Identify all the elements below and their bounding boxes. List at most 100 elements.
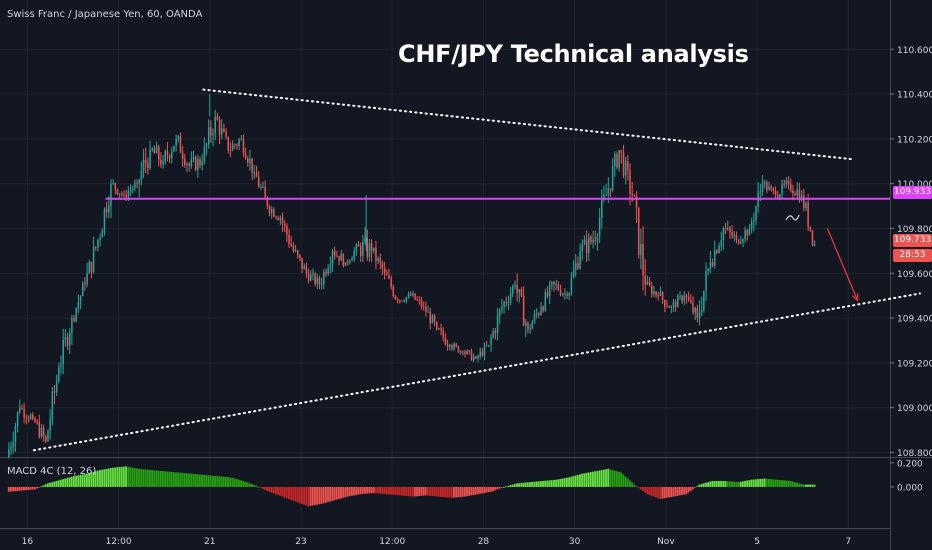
macd-bar bbox=[526, 482, 529, 487]
macd-bar bbox=[151, 470, 154, 487]
candle-body bbox=[401, 300, 403, 302]
macd-bar bbox=[811, 484, 814, 487]
macd-bar bbox=[274, 486, 277, 495]
macd-bar bbox=[509, 485, 512, 487]
macd-bar bbox=[631, 482, 633, 487]
candle-body bbox=[716, 250, 718, 253]
candle-body bbox=[346, 262, 349, 264]
macd-bar bbox=[783, 480, 785, 487]
candle-body bbox=[540, 306, 542, 315]
lower-trendline[interactable] bbox=[32, 292, 921, 452]
candle-body bbox=[470, 350, 473, 361]
candle-body bbox=[779, 194, 781, 199]
candle-body bbox=[405, 297, 408, 302]
macd-bar bbox=[272, 486, 275, 494]
macd-bar bbox=[311, 486, 314, 506]
macd-bar bbox=[707, 482, 709, 487]
candle-body bbox=[379, 258, 382, 263]
candle-body bbox=[36, 421, 38, 423]
candle-body bbox=[570, 277, 573, 294]
price-tick-label: 109.600 bbox=[897, 270, 932, 280]
candle-body bbox=[503, 302, 505, 307]
candle-body bbox=[316, 277, 319, 284]
candle-body bbox=[118, 193, 121, 195]
macd-bar bbox=[531, 481, 534, 487]
macd-bar bbox=[459, 486, 462, 498]
macd-bar bbox=[574, 475, 577, 487]
time-tick-label: 16 bbox=[22, 537, 34, 547]
candle-body bbox=[249, 158, 251, 163]
candle-body bbox=[177, 136, 180, 139]
candle-body bbox=[655, 291, 657, 296]
candle-body bbox=[440, 328, 442, 331]
candle-body bbox=[370, 243, 373, 251]
macd-bar bbox=[166, 471, 169, 487]
macd-bar bbox=[442, 486, 445, 498]
candle-body bbox=[38, 422, 41, 437]
candle-body bbox=[685, 295, 688, 298]
macd-bar bbox=[713, 480, 716, 487]
macd-bar bbox=[185, 473, 188, 487]
macd-bar bbox=[140, 469, 143, 487]
macd-bar bbox=[502, 486, 505, 488]
macd-bar bbox=[27, 486, 30, 490]
macd-bar bbox=[535, 481, 538, 487]
candle-body bbox=[412, 293, 414, 296]
macd-bar bbox=[303, 486, 306, 505]
projection-arrow[interactable] bbox=[826, 228, 859, 302]
macd-bar bbox=[709, 481, 712, 487]
candle-body bbox=[283, 223, 286, 226]
macd-bar bbox=[711, 480, 714, 487]
candle-body bbox=[681, 295, 683, 302]
candle-body bbox=[772, 188, 775, 191]
candle-body bbox=[123, 193, 125, 195]
macd-bar bbox=[644, 486, 646, 493]
price-tick-label: 110.400 bbox=[897, 91, 932, 101]
candle-body bbox=[490, 337, 492, 345]
candle-body bbox=[637, 207, 640, 256]
macd-bar bbox=[120, 466, 123, 487]
macd-bar bbox=[92, 471, 95, 487]
candle-body bbox=[457, 346, 460, 353]
upper-trendline[interactable] bbox=[202, 88, 852, 161]
candle-body bbox=[692, 302, 694, 313]
candle-body bbox=[770, 186, 772, 189]
macd-bar bbox=[168, 471, 171, 487]
candle-body bbox=[629, 170, 631, 194]
macd-bar bbox=[135, 468, 138, 487]
candle-body bbox=[262, 186, 264, 188]
candle-body bbox=[661, 292, 664, 300]
macd-bar bbox=[655, 486, 657, 498]
macd-bar bbox=[316, 486, 319, 505]
candle-body bbox=[73, 318, 75, 322]
macd-bar bbox=[552, 479, 555, 487]
macd-bar bbox=[70, 476, 73, 487]
candle-body bbox=[197, 159, 199, 171]
macd-bar bbox=[457, 486, 460, 498]
macd-bar bbox=[581, 473, 584, 487]
candle-body bbox=[709, 262, 712, 269]
macd-bar bbox=[446, 486, 449, 498]
candle-body bbox=[705, 271, 707, 291]
macd-bar bbox=[290, 486, 292, 500]
macd-bar bbox=[583, 473, 586, 487]
macd-bar bbox=[344, 486, 347, 498]
candle-body bbox=[375, 247, 377, 262]
macd-bar bbox=[596, 470, 599, 487]
macd-bar bbox=[159, 470, 162, 487]
candle-body bbox=[268, 206, 271, 214]
macd-bar bbox=[298, 486, 301, 504]
macd-bar bbox=[576, 474, 579, 487]
candle-body bbox=[453, 344, 455, 350]
candle-body bbox=[668, 306, 670, 308]
macd-bar bbox=[726, 481, 729, 487]
candle-body bbox=[598, 217, 601, 237]
macd-bar bbox=[296, 486, 299, 503]
macd-bar bbox=[607, 468, 610, 487]
candle-body bbox=[349, 260, 351, 263]
candle-body bbox=[366, 237, 369, 258]
macd-bar bbox=[383, 486, 386, 495]
macd-bar bbox=[350, 486, 353, 496]
candle-body bbox=[483, 345, 486, 356]
